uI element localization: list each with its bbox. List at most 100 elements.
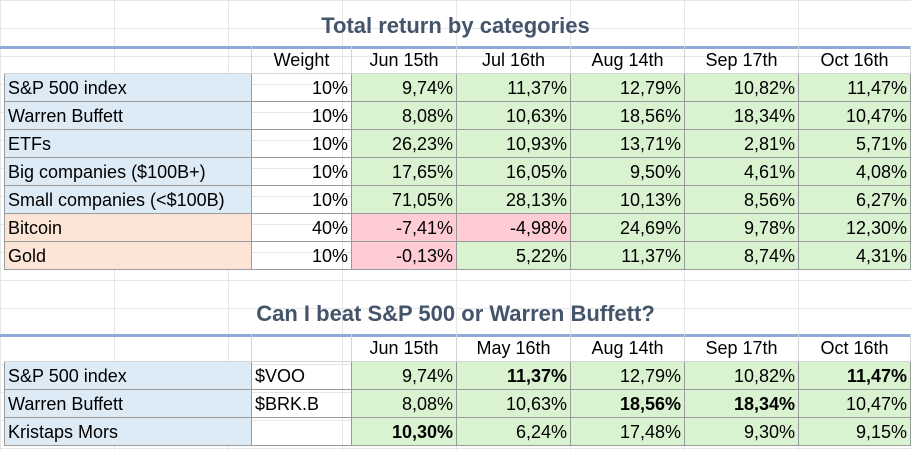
header-cell[interactable]: Sep 17th — [685, 46, 799, 74]
weight-cell[interactable]: 40% — [252, 214, 352, 242]
return-cell[interactable]: 8,74% — [685, 242, 799, 270]
header-cell[interactable]: Weight — [252, 46, 352, 74]
return-cell[interactable]: -0,13% — [352, 242, 457, 270]
comparison-cell[interactable]: 9,30% — [685, 418, 799, 446]
return-cell[interactable]: -7,41% — [352, 214, 457, 242]
table2-title-text: Can I beat S&P 500 or Warren Buffett? — [256, 301, 655, 326]
return-cell[interactable]: 10,82% — [685, 74, 799, 102]
comparison-cell[interactable]: 6,24% — [457, 418, 571, 446]
header-cell[interactable]: May 16th — [457, 334, 571, 362]
header-cell[interactable]: Sep 17th — [685, 334, 799, 362]
investor-label[interactable]: Warren Buffett — [4, 390, 252, 418]
header-cell[interactable]: Oct 16th — [799, 334, 911, 362]
return-cell[interactable]: 10,13% — [571, 186, 685, 214]
return-cell[interactable]: 16,05% — [457, 158, 571, 186]
return-cell[interactable]: 4,08% — [799, 158, 911, 186]
return-cell[interactable]: 10,93% — [457, 130, 571, 158]
return-cell[interactable]: 12,30% — [799, 214, 911, 242]
table1-title: Total return by categories — [0, 4, 911, 48]
table1-row: ETFs 10% 26,23% 10,93% 13,71% 2,81% 5,71% — [0, 130, 911, 158]
return-cell[interactable]: 5,22% — [457, 242, 571, 270]
table1-header-row: Weight Jun 15th Jul 16th Aug 14th Sep 17th Oc… — [0, 46, 911, 74]
weight-cell[interactable]: 10% — [252, 74, 352, 102]
comparison-cell[interactable]: 10,47% — [799, 390, 911, 418]
category-label[interactable]: S&P 500 index — [4, 74, 252, 102]
return-cell[interactable]: 5,71% — [799, 130, 911, 158]
return-cell[interactable]: -4,98% — [457, 214, 571, 242]
category-label[interactable]: Big companies ($100B+) — [4, 158, 252, 186]
category-label[interactable]: Warren Buffett — [4, 102, 252, 130]
return-cell[interactable]: 24,69% — [571, 214, 685, 242]
comparison-cell[interactable]: 10,30% — [352, 418, 457, 446]
header-cell[interactable]: Jun 15th — [352, 334, 457, 362]
return-cell[interactable]: 18,34% — [685, 102, 799, 130]
weight-cell[interactable]: 10% — [252, 102, 352, 130]
comparison-cell[interactable]: 9,74% — [352, 362, 457, 390]
comparison-cell[interactable]: 17,48% — [571, 418, 685, 446]
category-label[interactable]: Gold — [4, 242, 252, 270]
category-label[interactable]: ETFs — [4, 130, 252, 158]
return-cell[interactable]: 13,71% — [571, 130, 685, 158]
comparison-cell[interactable]: 8,08% — [352, 390, 457, 418]
investor-label[interactable]: Kristaps Mors — [4, 418, 252, 446]
return-cell[interactable]: 4,31% — [799, 242, 911, 270]
header-cell[interactable]: Jun 15th — [352, 46, 457, 74]
ticker-cell[interactable]: $VOO — [252, 362, 352, 390]
table2-row: Warren Buffett $BRK.B 8,08% 10,63% 18,56% 18,… — [0, 390, 911, 418]
return-cell[interactable]: 4,61% — [685, 158, 799, 186]
comparison-cell[interactable]: 10,82% — [685, 362, 799, 390]
header-cell[interactable]: Jul 16th — [457, 46, 571, 74]
table1-row: S&P 500 index 10% 9,74% 11,37% 12,79% 10,82% 1… — [0, 74, 911, 102]
table1-row: Small companies (<$100B) 10% 71,05% 28,13% 1… — [0, 186, 911, 214]
return-cell[interactable]: 2,81% — [685, 130, 799, 158]
comparison-cell[interactable]: 18,34% — [685, 390, 799, 418]
category-label[interactable]: Small companies (<$100B) — [4, 186, 252, 214]
comparison-cell[interactable]: 10,63% — [457, 390, 571, 418]
table2-row: S&P 500 index $VOO 9,74% 11,37% 12,79% 10,82%… — [0, 362, 911, 390]
weight-cell[interactable]: 10% — [252, 130, 352, 158]
return-cell[interactable]: 11,37% — [457, 74, 571, 102]
header-cell[interactable]: Aug 14th — [571, 334, 685, 362]
return-cell[interactable]: 11,47% — [799, 74, 911, 102]
table1-row: Gold 10% -0,13% 5,22% 11,37% 8,74% 4,31% — [0, 242, 911, 270]
return-cell[interactable]: 17,65% — [352, 158, 457, 186]
return-cell[interactable]: 71,05% — [352, 186, 457, 214]
table2-title-rule — [0, 334, 911, 337]
ticker-cell[interactable]: $BRK.B — [252, 390, 352, 418]
return-cell[interactable]: 9,78% — [685, 214, 799, 242]
comparison-cell[interactable]: 18,56% — [571, 390, 685, 418]
table1-row: Big companies ($100B+) 10% 17,65% 16,05% 9,5… — [0, 158, 911, 186]
header-cell[interactable] — [4, 334, 252, 362]
return-cell[interactable]: 8,08% — [352, 102, 457, 130]
return-cell[interactable]: 26,23% — [352, 130, 457, 158]
return-cell[interactable]: 10,63% — [457, 102, 571, 130]
header-cell[interactable] — [4, 46, 252, 74]
table2-title: Can I beat S&P 500 or Warren Buffett? — [0, 292, 911, 336]
return-cell[interactable]: 9,74% — [352, 74, 457, 102]
return-cell[interactable]: 10,47% — [799, 102, 911, 130]
header-cell[interactable] — [252, 334, 352, 362]
return-cell[interactable]: 18,56% — [571, 102, 685, 130]
investor-label[interactable]: S&P 500 index — [4, 362, 252, 390]
return-cell[interactable]: 12,79% — [571, 74, 685, 102]
category-label[interactable]: Bitcoin — [4, 214, 252, 242]
return-cell[interactable]: 9,50% — [571, 158, 685, 186]
return-cell[interactable]: 28,13% — [457, 186, 571, 214]
return-cell[interactable]: 11,37% — [571, 242, 685, 270]
weight-cell[interactable]: 10% — [252, 242, 352, 270]
comparison-cell[interactable]: 11,37% — [457, 362, 571, 390]
comparison-cell[interactable]: 9,15% — [799, 418, 911, 446]
ticker-cell[interactable] — [252, 418, 352, 446]
comparison-cell[interactable]: 12,79% — [571, 362, 685, 390]
header-cell[interactable]: Aug 14th — [571, 46, 685, 74]
table1-title-rule — [0, 46, 911, 49]
return-cell[interactable]: 6,27% — [799, 186, 911, 214]
table2-header-row: Jun 15th May 16th Aug 14th Sep 17th Oct 16th — [0, 334, 911, 362]
weight-cell[interactable]: 10% — [252, 158, 352, 186]
return-cell[interactable]: 8,56% — [685, 186, 799, 214]
comparison-cell[interactable]: 11,47% — [799, 362, 911, 390]
weight-cell[interactable]: 10% — [252, 186, 352, 214]
table2-row: Kristaps Mors 10,30% 6,24% 17,48% 9,30% 9,15% — [0, 418, 911, 446]
header-cell[interactable]: Oct 16th — [799, 46, 911, 74]
